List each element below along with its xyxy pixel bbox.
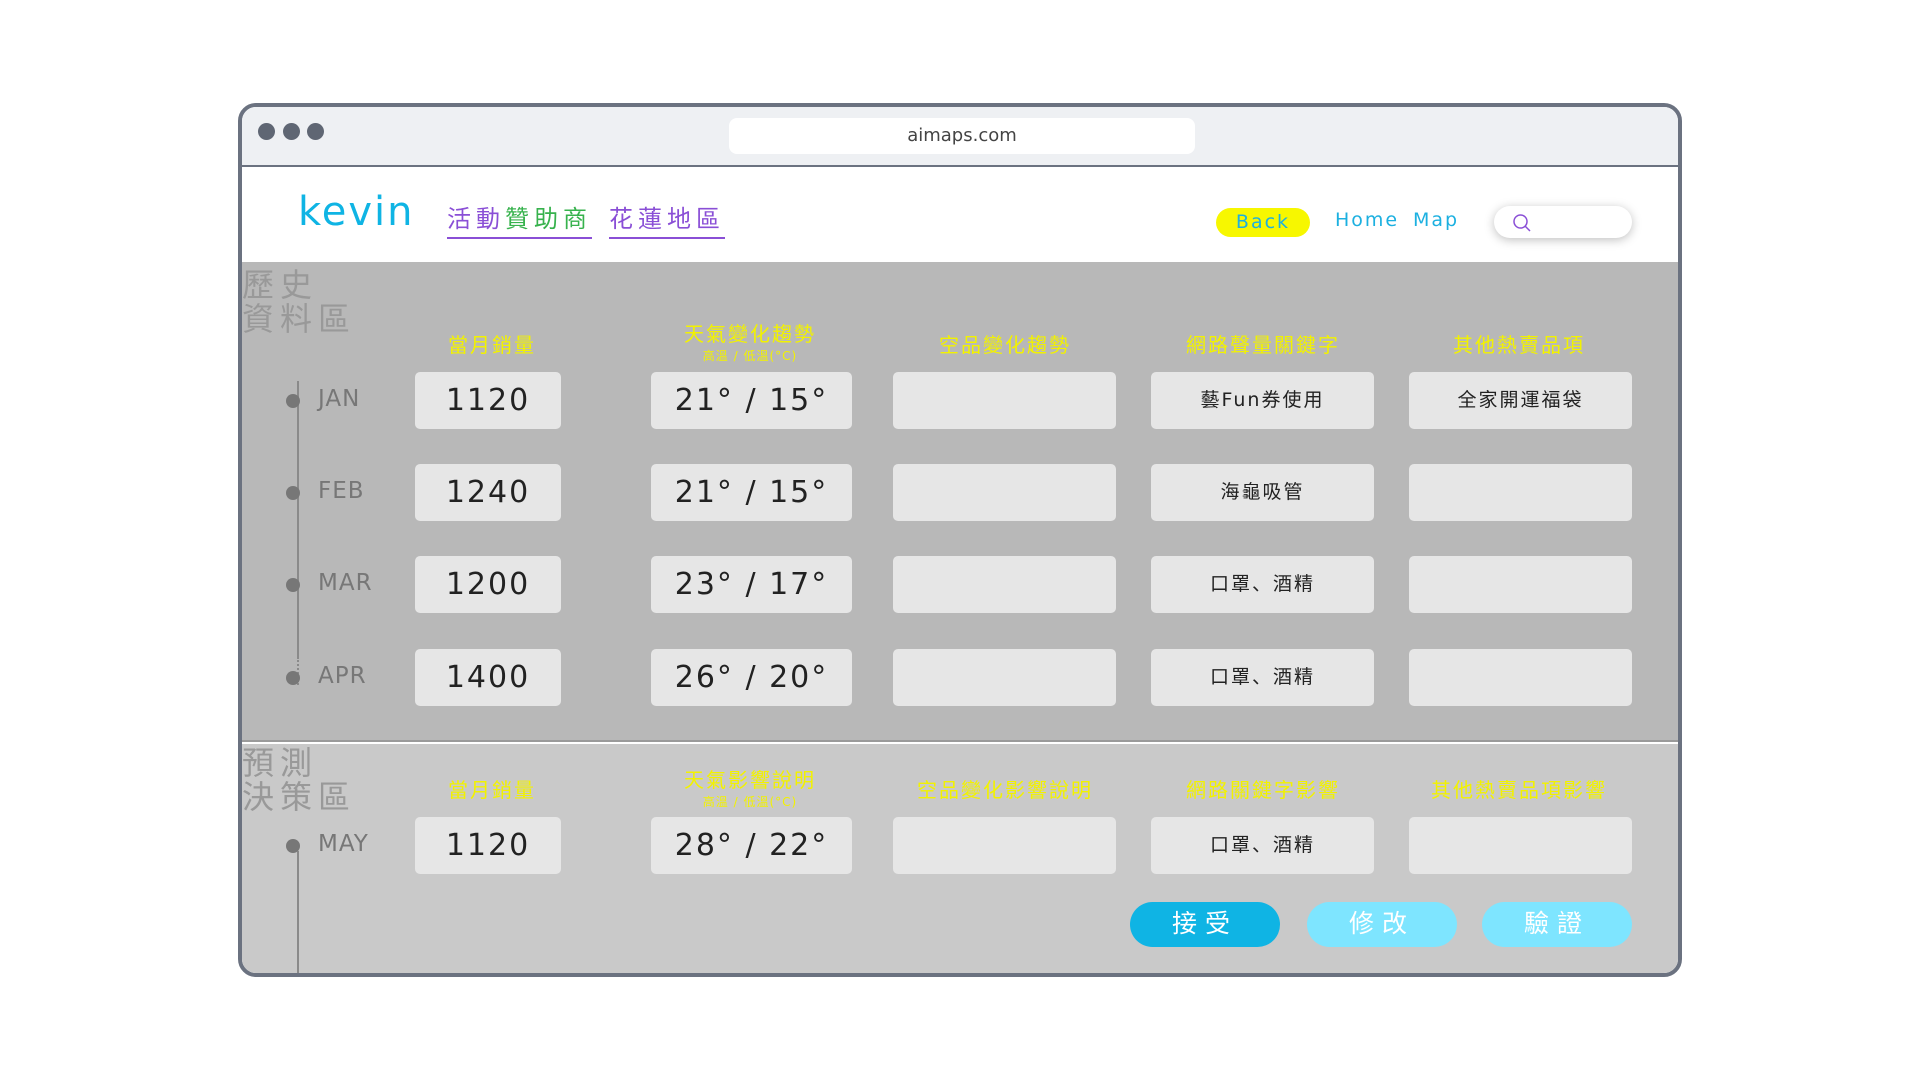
timeline-dotted — [297, 657, 299, 685]
timeline-dot — [286, 486, 300, 500]
window-dot-icon[interactable] — [307, 123, 324, 140]
keyword-cell[interactable]: 海龜吸管 — [1151, 464, 1374, 521]
timeline-dot — [286, 394, 300, 408]
keyword-cell[interactable]: 藝Fun券使用 — [1151, 372, 1374, 429]
search-icon — [1513, 214, 1531, 232]
air-cell[interactable] — [893, 464, 1116, 521]
weather-cell[interactable]: 21° / 15° — [651, 372, 852, 429]
col-header: 當月銷量 — [448, 333, 536, 357]
timeline-dot — [286, 839, 300, 853]
col-header-sub: 高溫 / 低溫(°C) — [702, 795, 798, 809]
col-header-label: 天氣變化趨勢 — [684, 322, 816, 346]
other-cell[interactable] — [1409, 649, 1632, 706]
nav-link-hualien[interactable]: 花蓮地區 — [609, 199, 725, 239]
search-input[interactable] — [1494, 206, 1632, 238]
modify-button[interactable]: 修改 — [1307, 902, 1457, 947]
month-label: APR — [318, 663, 367, 689]
air-cell[interactable] — [893, 817, 1116, 874]
timeline-dot — [286, 578, 300, 592]
section-label-line: 決策區 — [242, 778, 357, 816]
weather-cell[interactable]: 28° / 22° — [651, 817, 852, 874]
sales-cell[interactable]: 1240 — [415, 464, 561, 521]
nav-link-label: 贊助商 — [505, 205, 592, 233]
col-header: 天氣影響說明高溫 / 低溫(°C) — [620, 764, 880, 810]
section-label-line: 資料區 — [242, 300, 357, 338]
col-header: 天氣變化趨勢高溫 / 低溫(°C) — [620, 318, 880, 364]
sales-cell[interactable]: 1120 — [415, 372, 561, 429]
sales-cell[interactable]: 1200 — [415, 556, 561, 613]
section-label: 歷史 資料區 — [242, 268, 356, 336]
col-header: 其他熱賣品項 — [1453, 333, 1585, 357]
col-header: 空品變化影響說明 — [917, 778, 1093, 802]
browser-titlebar: aimaps.com — [242, 107, 1678, 167]
col-header: 當月銷量 — [448, 778, 536, 802]
timeline-line — [297, 851, 299, 973]
air-cell[interactable] — [893, 556, 1116, 613]
logo[interactable]: kevin — [298, 189, 415, 235]
section-label-line: 預測 — [242, 744, 319, 782]
col-header: 網路關鍵字影響 — [1186, 778, 1340, 802]
timeline-dot — [286, 671, 300, 685]
weather-cell[interactable]: 26° / 20° — [651, 649, 852, 706]
url-bar[interactable]: aimaps.com — [729, 118, 1195, 154]
other-cell[interactable] — [1409, 556, 1632, 613]
col-header-label: 天氣影響說明 — [684, 768, 816, 792]
month-label: MAY — [318, 831, 369, 857]
nav-link-sponsors[interactable]: 活動贊助商 — [447, 199, 592, 239]
timeline-line — [297, 381, 299, 657]
sales-cell[interactable]: 1400 — [415, 649, 561, 706]
window-dot-icon[interactable] — [258, 123, 275, 140]
accept-button[interactable]: 接受 — [1130, 902, 1280, 947]
col-header: 網路聲量關鍵字 — [1186, 333, 1340, 357]
col-header-sub: 高溫 / 低溫(°C) — [702, 349, 798, 363]
section-label-line: 歷史 — [242, 266, 319, 304]
verify-button[interactable]: 驗證 — [1482, 902, 1632, 947]
weather-cell[interactable]: 21° / 15° — [651, 464, 852, 521]
nav-link-label: 活動 — [447, 205, 505, 233]
top-nav: kevin 活動贊助商 花蓮地區 Back Home Map — [242, 169, 1678, 262]
other-cell[interactable] — [1409, 464, 1632, 521]
col-header: 其他熱賣品項影響 — [1431, 778, 1607, 802]
back-button[interactable]: Back — [1216, 208, 1310, 237]
home-link[interactable]: Home — [1335, 209, 1400, 231]
month-label: FEB — [318, 478, 365, 504]
month-label: MAR — [318, 570, 373, 596]
map-link[interactable]: Map — [1413, 209, 1460, 231]
other-cell[interactable]: 全家開運福袋 — [1409, 372, 1632, 429]
air-cell[interactable] — [893, 649, 1116, 706]
weather-cell[interactable]: 23° / 17° — [651, 556, 852, 613]
col-header: 空品變化趨勢 — [939, 333, 1071, 357]
keyword-cell[interactable]: 口罩、酒精 — [1151, 556, 1374, 613]
month-label: JAN — [318, 386, 361, 412]
keyword-cell[interactable]: 口罩、酒精 — [1151, 817, 1374, 874]
window-dot-icon[interactable] — [283, 123, 300, 140]
other-cell[interactable] — [1409, 817, 1632, 874]
section-label: 預測 決策區 — [242, 746, 356, 814]
keyword-cell[interactable]: 口罩、酒精 — [1151, 649, 1374, 706]
sales-cell[interactable]: 1120 — [415, 817, 561, 874]
air-cell[interactable] — [893, 372, 1116, 429]
